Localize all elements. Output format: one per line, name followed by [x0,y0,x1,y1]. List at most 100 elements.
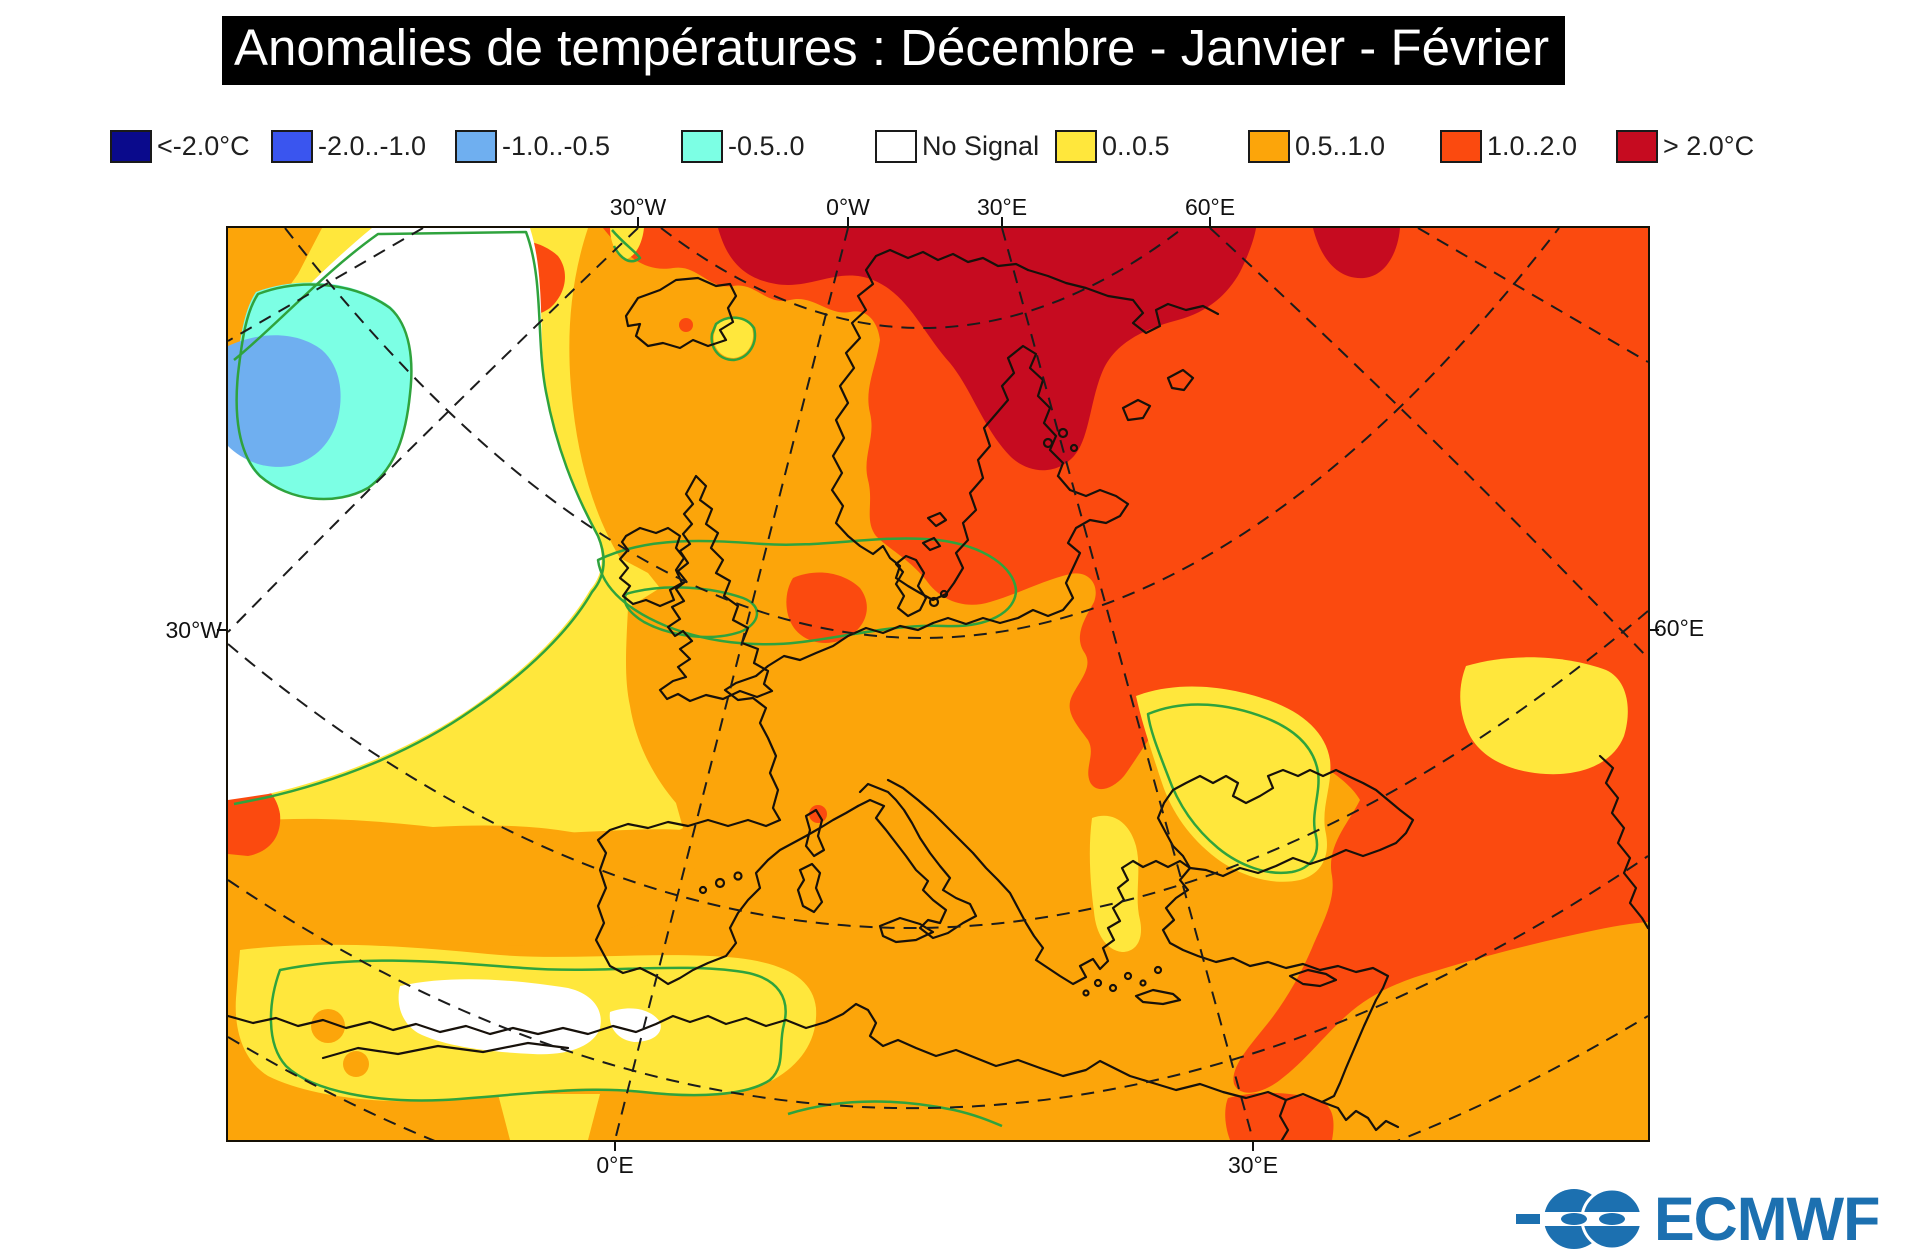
legend-label: 1.0..2.0 [1487,130,1578,161]
coastline-cyprus [1288,968,1338,988]
map-bottom-label-30e: 30°E [1227,1152,1279,1178]
legend-swatch [271,129,313,163]
map-tick [614,1142,616,1151]
ecmwf-logo-text: ECMWF [1654,1185,1880,1253]
lake [1069,443,1079,453]
coastline-west-europe-iberia [594,621,935,986]
legend-label: -0.5..0 [728,130,805,161]
coastline-caspian [1598,754,1648,930]
map-tick [217,629,226,631]
map-top-label-60e: 60°E [1184,194,1236,220]
island [1123,971,1133,981]
meridian-30e [1001,228,1254,1140]
lake [1057,427,1069,439]
meridian-90e [1417,228,1648,363]
map-tick [637,217,639,226]
coastline-corsica [804,808,826,858]
coastline-balkans-greece [886,778,1192,986]
island [1153,965,1163,975]
region-very-strong-warm-scandinavia [718,228,1256,471]
coastline-sicily [878,916,935,944]
ecmwf-logo: ECMWF [1516,1184,1880,1254]
coastline-black-sea [1156,768,1415,878]
legend-label: 0..0.5 [1102,130,1170,161]
meridian-30w [228,228,639,633]
europe-anomaly-map [228,228,1648,1140]
legend-label: -1.0..-0.5 [502,130,611,161]
legend-item: -1.0..-0.5 [455,128,610,164]
lake [1042,437,1054,449]
contour-top-sliver [611,229,642,263]
graticule-lines [228,228,1648,1140]
coastline-great-britain [658,474,774,703]
coastline-norway-sweden [830,248,1065,602]
region-weak-warm-caucasus [1460,657,1628,775]
parallel-arc [228,610,1648,929]
legend: <-2.0°C -2.0..-1.0 -1.0..-0.5 -0.5..0 No… [0,128,1920,168]
coastline-nile [1278,1098,1290,1140]
legend-item: > 2.0°C [1616,128,1754,164]
legend-swatch [110,129,152,163]
coastline-iceland [624,276,738,350]
island [928,596,940,608]
island [1139,979,1147,987]
legend-item: <-2.0°C [110,128,250,164]
page-title: Anomalies de températures : Décembre - J… [222,16,1566,85]
legend-label: No Signal [922,130,1040,161]
contour-morocco [269,959,787,1102]
lake [926,511,948,528]
region-orange-spot [311,1009,345,1043]
lake [921,536,942,552]
parallel-arc [228,1015,1648,1140]
lake [1166,368,1195,392]
legend-label: 0.5..1.0 [1295,130,1386,161]
legend-item: -2.0..-1.0 [271,128,426,164]
island [1093,978,1103,988]
legend-swatch [875,129,917,163]
region-weak-warm-west-black-sea [1136,686,1331,882]
coastline-baltic [931,474,1130,626]
coastline-italy [856,782,978,940]
anomaly-regions [228,228,1648,1140]
legend-label: -2.0..-1.0 [318,130,427,161]
map-tick [1001,217,1003,226]
region-strong-warm-main [603,228,1648,1093]
region-no-signal-morocco [398,979,601,1055]
parallel-arc [284,228,1560,639]
region-moderate-warm-wedge [228,818,695,960]
region-weak-warm-aegean [1089,815,1142,952]
region-very-strong-warm-ne [1313,228,1400,279]
meridian-60w [228,228,424,342]
atlas-line [321,1041,570,1060]
map-top-label-0w: 0°W [826,194,870,220]
lake [1121,398,1152,422]
coastline-crete [1134,988,1182,1006]
legend-swatch [1440,129,1482,163]
coastline-russia-north [1026,268,1220,335]
island [733,871,743,881]
coastline-ireland [618,526,686,608]
island [939,589,949,599]
map-panel [226,226,1650,1142]
legend-item: 0.5..1.0 [1248,128,1385,164]
legend-swatch [1248,129,1290,163]
map-tick [1252,1142,1254,1151]
coastline-turkey-levant [1161,866,1390,1104]
map-tick [847,217,849,226]
island [1108,983,1118,993]
legend-swatch [455,129,497,163]
legend-item: 1.0..2.0 [1440,128,1577,164]
contour-atlantic-core [235,283,413,501]
legend-label: <-2.0°C [157,130,250,161]
map-top-label-30w: 30°W [609,194,667,220]
meridian-0 [614,228,849,1140]
contour-se-iceland [710,316,757,362]
legend-item: -0.5..0 [681,128,805,164]
coastline-north-africa [228,1002,1400,1132]
map-top-label-30e: 30°E [976,194,1028,220]
region-no-signal-morocco-2 [609,1008,661,1042]
island [698,885,708,895]
map-tick [1650,629,1659,631]
coastlines [228,248,1648,1140]
